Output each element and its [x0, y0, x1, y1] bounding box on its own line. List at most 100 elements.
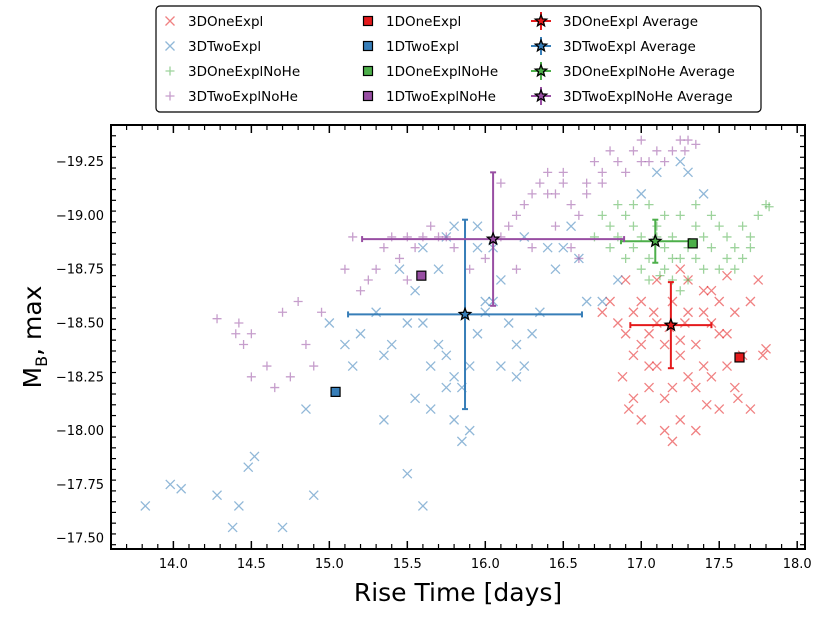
y-tick-label: −18.75 — [56, 263, 104, 278]
legend-item: 1DOneExpl — [362, 14, 461, 30]
point-3DTwoExplNoHe — [340, 264, 350, 274]
point-3DOneExplNoHe — [628, 221, 638, 231]
point-3DOneExpl — [753, 275, 764, 285]
point-3DOneExplNoHe — [655, 271, 665, 281]
point-3DOneExplNoHe — [745, 232, 755, 242]
y-axis-label-rest: , max — [18, 286, 47, 356]
point-3DTwoExplNoHe — [589, 157, 599, 167]
legend-star-marker — [533, 38, 549, 53]
point-3DTwoExplNoHe — [636, 135, 646, 145]
point-3DOneExplNoHe — [714, 221, 724, 231]
point-3DTwoExpl — [472, 242, 483, 253]
point-3DTwoExplNoHe — [426, 221, 436, 231]
point-3DOneExplNoHe — [738, 253, 748, 263]
point-3DTwoExplNoHe — [480, 253, 490, 263]
legend-star-marker — [533, 63, 549, 78]
point-3DTwoExpl — [249, 451, 260, 462]
point-3DOneExplNoHe — [699, 232, 709, 242]
point-3DTwoExpl — [464, 425, 475, 436]
point-3DOneExpl — [612, 318, 623, 328]
point-3DTwoExpl — [558, 242, 569, 253]
point-3DTwoExplNoHe — [636, 157, 646, 167]
y-axis-label-sub: B — [32, 356, 51, 367]
legend-label: 3DTwoExplNoHe — [188, 89, 298, 105]
point-3DOneExpl — [757, 350, 768, 361]
point-3DTwoExpl — [402, 318, 413, 328]
point-3DOneExpl — [620, 328, 631, 339]
point-3DTwoExplNoHe — [363, 275, 373, 285]
point-3DTwoExpl — [683, 167, 693, 178]
series-3DTwoExpl — [140, 156, 709, 533]
point-3DTwoExplNoHe — [660, 157, 670, 167]
point-3DTwoExpl — [140, 500, 151, 511]
point-3DOneExplNoHe — [667, 253, 677, 263]
legend-item: 3DOneExplNoHe — [165, 64, 300, 80]
point-3DOneExpl — [651, 361, 662, 372]
point-3DTwoExpl — [550, 264, 561, 275]
point-1DOneExpl — [734, 352, 745, 363]
point-3DOneExpl — [729, 382, 740, 393]
point-3DTwoExpl — [472, 328, 483, 339]
point-3DTwoExpl — [425, 361, 436, 372]
point-3DOneExplNoHe — [652, 221, 662, 231]
point-3DTwoExpl — [176, 483, 187, 494]
average-star — [457, 306, 473, 321]
legend-label: 3DOneExplNoHe Average — [563, 64, 735, 80]
point-3DOneExplNoHe — [621, 210, 631, 220]
x-tick-label: 17.5 — [705, 557, 734, 572]
legend-item: 3DTwoExplNoHe Average — [531, 87, 733, 105]
point-3DOneExpl — [644, 361, 655, 372]
legend-label: 3DOneExpl Average — [563, 14, 698, 30]
point-3DOneExpl — [698, 307, 709, 318]
point-3DOneExpl — [722, 270, 732, 281]
legend-item: 3DOneExpl Average — [531, 12, 698, 30]
point-3DOneExpl — [722, 361, 732, 372]
point-3DTwoExplNoHe — [683, 135, 693, 145]
point-3DOneExpl — [706, 371, 717, 382]
point-3DOneExpl — [659, 393, 670, 404]
point-3DOneExpl — [690, 339, 701, 350]
point-3DTwoExplNoHe — [628, 146, 638, 156]
point-3DOneExplNoHe — [621, 253, 631, 263]
point-3DTwoExpl — [402, 468, 413, 479]
point-3DTwoExplNoHe — [558, 178, 568, 188]
average-star — [485, 231, 501, 246]
point-3DOneExpl — [714, 296, 725, 307]
point-3DTwoExplNoHe — [597, 167, 607, 177]
point-3DTwoExplNoHe — [582, 178, 592, 188]
point-3DOneExplNoHe — [597, 210, 607, 220]
point-3DTwoExplNoHe — [309, 361, 319, 371]
point-3DOneExplNoHe — [644, 253, 654, 263]
point-3DTwoExplNoHe — [317, 307, 327, 317]
point-3DOneExpl — [683, 307, 693, 318]
point-3DTwoExplNoHe — [543, 167, 553, 177]
point-3DTwoExplNoHe — [278, 307, 288, 317]
point-3DTwoExplNoHe — [234, 318, 244, 328]
point-3DOneExplNoHe — [691, 253, 701, 263]
point-3DTwoExpl — [441, 382, 452, 393]
point-3DTwoExpl — [410, 285, 421, 296]
point-3DTwoExplNoHe — [613, 157, 623, 167]
point-3DOneExpl — [636, 296, 647, 307]
point-3DTwoExplNoHe — [621, 167, 631, 177]
point-3DOneExpl — [644, 382, 655, 393]
point-3DOneExplNoHe — [753, 210, 763, 220]
point-3DOneExplNoHe — [730, 243, 740, 253]
point-3DOneExpl — [636, 414, 647, 425]
point-3DOneExplNoHe — [660, 243, 670, 253]
legend-marker — [362, 90, 374, 102]
point-3DTwoExplNoHe — [566, 200, 576, 210]
point-3DOneExpl — [623, 404, 634, 415]
point-3DTwoExplNoHe — [212, 314, 222, 324]
point-3DTwoExplNoHe — [285, 372, 295, 382]
average-star — [663, 317, 679, 332]
point-3DOneExpl — [714, 404, 725, 415]
average-3DTwoExpl-Average — [347, 218, 583, 411]
plot-points — [140, 135, 774, 533]
y-axis-label-main: M — [18, 367, 47, 389]
legend-item: 3DOneExplNoHe Average — [531, 62, 735, 80]
point-3DTwoExpl — [698, 188, 709, 199]
point-3DTwoExpl — [386, 339, 397, 350]
point-3DOneExpl — [617, 371, 628, 382]
y-tick-label: −18.50 — [56, 317, 104, 332]
